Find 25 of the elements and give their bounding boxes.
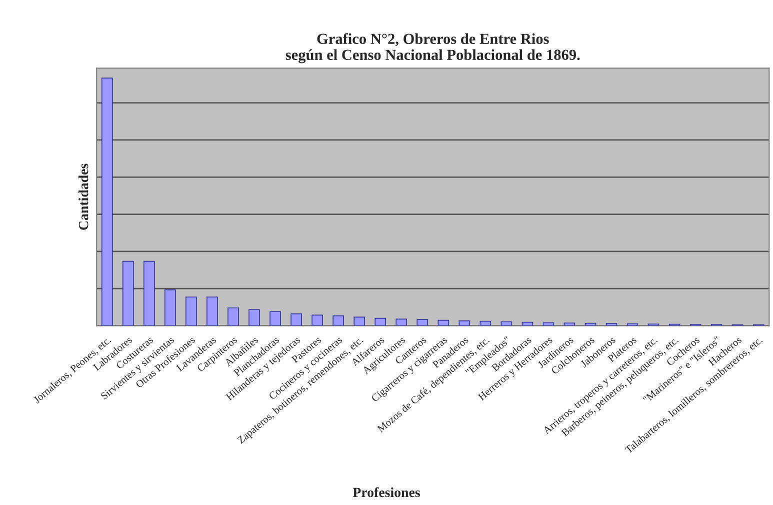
x-axis-title: Profesiones bbox=[352, 487, 420, 498]
bar bbox=[416, 319, 428, 326]
bar bbox=[312, 314, 323, 326]
bar bbox=[480, 320, 492, 326]
bar bbox=[270, 311, 281, 326]
bar bbox=[606, 323, 618, 326]
bar bbox=[564, 322, 576, 326]
bar bbox=[122, 260, 134, 326]
bar bbox=[290, 313, 302, 326]
bar bbox=[228, 307, 239, 326]
bar bbox=[438, 320, 450, 326]
bar bbox=[500, 321, 512, 326]
chart-title: Grafico N°2, Obreros de Entre Rios según el Censo Nacional Poblacional de 1869. bbox=[286, 33, 580, 64]
bar bbox=[143, 260, 155, 326]
bar bbox=[396, 318, 408, 326]
y-axis-title: Cantidades bbox=[78, 164, 88, 230]
bar bbox=[248, 309, 260, 326]
bar bbox=[374, 318, 386, 326]
bar bbox=[332, 315, 344, 326]
bar bbox=[101, 78, 113, 326]
bar bbox=[458, 320, 470, 326]
bar bbox=[186, 296, 197, 326]
bar bbox=[164, 289, 176, 326]
bar bbox=[354, 316, 365, 326]
bar bbox=[206, 296, 218, 326]
